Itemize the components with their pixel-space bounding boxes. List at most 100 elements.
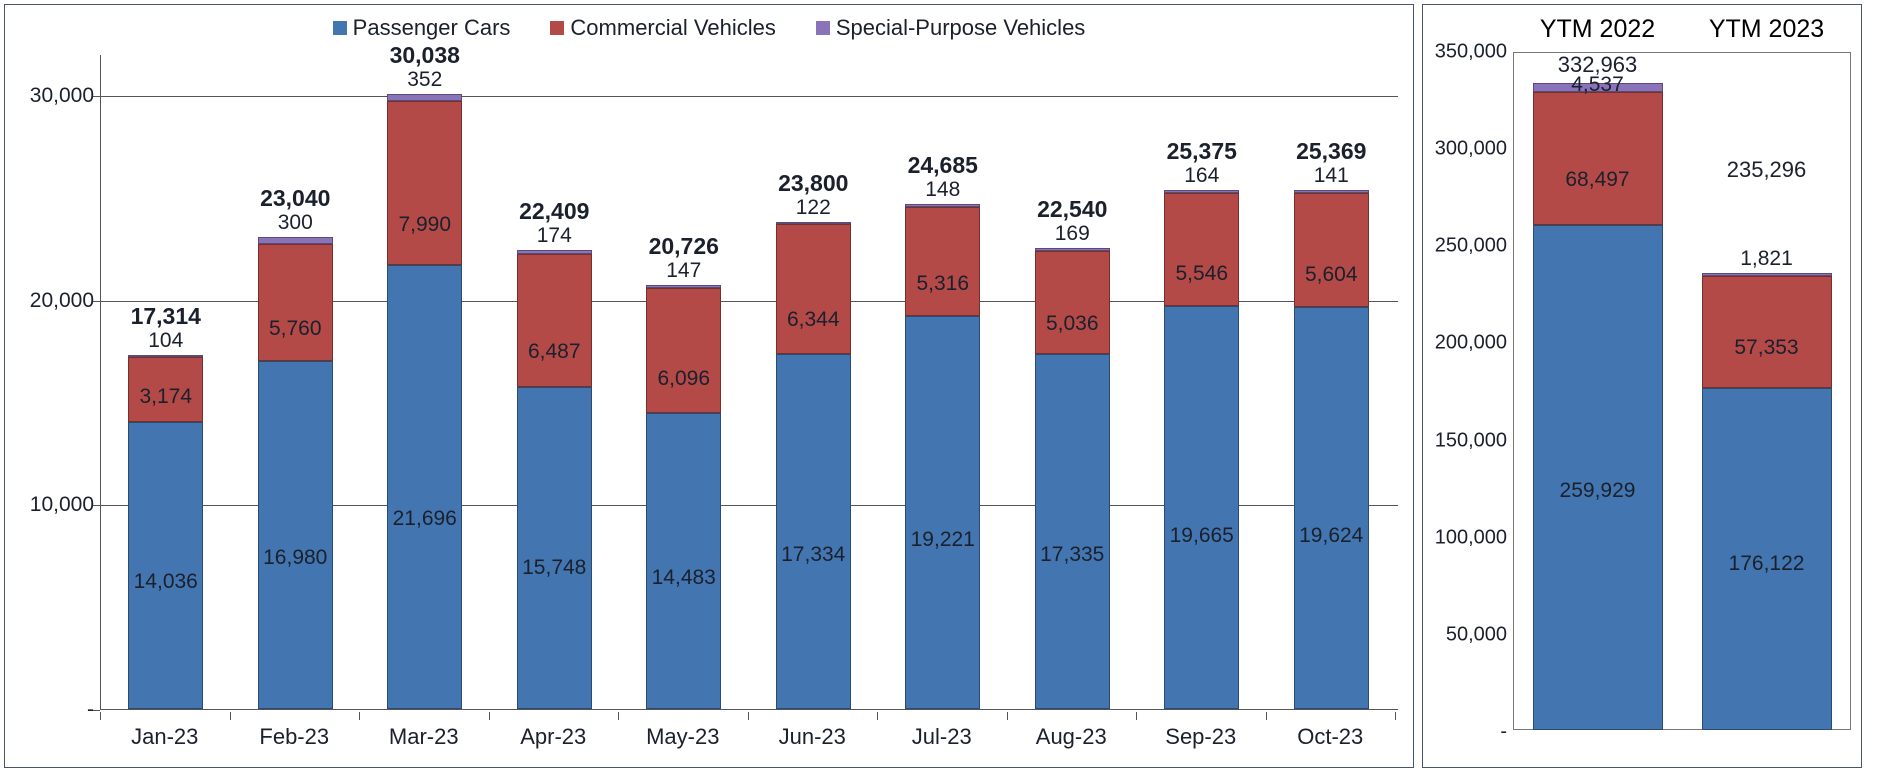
legend-item-special: Special-Purpose Vehicles <box>816 15 1085 41</box>
xaxis-category-label: May-23 <box>646 724 719 750</box>
bar-Apr-23 <box>517 250 592 709</box>
ytm-ytick-label: 200,000 <box>1435 332 1507 355</box>
total-label: 30,038 <box>370 42 480 69</box>
total-label: 23,800 <box>758 170 868 197</box>
xaxis-category-label: Jun-23 <box>779 724 846 750</box>
ytm-header-label: YTM 2023 <box>1709 15 1824 44</box>
total-label: 22,409 <box>499 198 609 225</box>
bar-Mar-23 <box>387 94 462 709</box>
xaxis-category-label: Jul-23 <box>912 724 972 750</box>
special-value-label: 300 <box>255 211 335 235</box>
bar-Feb-23 <box>258 237 333 709</box>
ytm-total-label: 235,296 <box>1707 157 1827 183</box>
legend-label-passenger: Passenger Cars <box>353 15 511 41</box>
ytm-ytick-label: 300,000 <box>1435 138 1507 161</box>
passenger-value-label: 14,483 <box>634 566 734 590</box>
commercial-value-label: 6,487 <box>509 340 599 364</box>
ytm-special-value-label: 4,537 <box>1548 73 1648 97</box>
ytick-label: 20,000 <box>30 289 94 313</box>
legend-item-commercial: Commercial Vehicles <box>550 15 775 41</box>
bar-seg-commercial <box>1164 193 1239 307</box>
ytm-commercial-value-label: 57,353 <box>1717 336 1817 360</box>
special-value-label: 141 <box>1291 164 1371 188</box>
legend: Passenger Cars Commercial Vehicles Speci… <box>20 15 1398 41</box>
ytm-special-value-label: 1,821 <box>1717 247 1817 271</box>
ytm-ytick-label: 250,000 <box>1435 235 1507 258</box>
special-value-label: 174 <box>514 224 594 248</box>
total-label: 17,314 <box>111 303 221 330</box>
commercial-value-label: 5,760 <box>250 317 340 341</box>
bar-seg-passenger <box>387 265 462 709</box>
ytm-header-label: YTM 2022 <box>1540 15 1655 44</box>
ytm-passenger-value-label: 259,929 <box>1543 479 1653 503</box>
legend-label-special: Special-Purpose Vehicles <box>836 15 1085 41</box>
ytm-plot-area: 332,9634,53768,497259,929235,2961,82157,… <box>1513 52 1851 730</box>
xaxis-category-label: Jan-23 <box>131 724 198 750</box>
xaxis-category-label: Mar-23 <box>389 724 459 750</box>
passenger-value-label: 19,221 <box>893 528 993 552</box>
commercial-value-label: 6,344 <box>768 308 858 332</box>
commercial-value-label: 3,174 <box>121 385 211 409</box>
bar-seg-passenger <box>1164 306 1239 709</box>
special-value-label: 169 <box>1032 222 1112 246</box>
special-value-label: 122 <box>773 196 853 220</box>
ytick-label: - <box>87 698 94 722</box>
bar-seg-passenger <box>258 361 333 709</box>
special-value-label: 147 <box>644 259 724 283</box>
legend-swatch-special <box>816 21 830 35</box>
bar-seg-commercial <box>1035 251 1110 354</box>
passenger-value-label: 19,624 <box>1281 524 1381 548</box>
ytm-commercial-value-label: 68,497 <box>1548 168 1648 192</box>
ytm-passenger-value-label: 176,122 <box>1712 552 1822 576</box>
bar-seg-passenger <box>1533 225 1663 730</box>
ytm-ytick-label: 100,000 <box>1435 526 1507 549</box>
total-label: 25,369 <box>1276 138 1386 165</box>
bar-seg-passenger <box>646 413 721 709</box>
xaxis-category-label: Oct-23 <box>1297 724 1363 750</box>
bar-seg-commercial <box>905 207 980 316</box>
bar-seg-passenger <box>905 316 980 709</box>
commercial-value-label: 5,546 <box>1157 262 1247 286</box>
bar-seg-commercial <box>387 101 462 265</box>
bar-seg-special <box>387 94 462 101</box>
legend-item-passenger: Passenger Cars <box>333 15 511 41</box>
bar-seg-commercial <box>1702 276 1832 387</box>
ytick-label: 30,000 <box>30 84 94 108</box>
bar-seg-passenger <box>1294 307 1369 709</box>
passenger-value-label: 14,036 <box>116 570 216 594</box>
bar-seg-passenger <box>128 422 203 709</box>
ytick-label: 10,000 <box>30 493 94 517</box>
total-label: 24,685 <box>888 152 998 179</box>
special-value-label: 164 <box>1162 164 1242 188</box>
commercial-value-label: 7,990 <box>380 213 470 237</box>
ytm-ytick-label: 50,000 <box>1446 623 1507 646</box>
commercial-value-label: 6,096 <box>639 367 729 391</box>
xaxis-category-label: Apr-23 <box>520 724 586 750</box>
ytm-chart-panel: YTM 2022YTM 2023 -50,000100,000150,00020… <box>1422 4 1862 768</box>
bar-seg-passenger <box>517 387 592 709</box>
monthly-chart: - 10,000 20,000 30,000 17,314104 3,174 14,036… <box>15 55 1403 762</box>
legend-label-commercial: Commercial Vehicles <box>570 15 775 41</box>
passenger-value-label: 16,980 <box>245 546 345 570</box>
commercial-value-label: 5,036 <box>1027 312 1117 336</box>
commercial-value-label: 5,316 <box>898 272 988 296</box>
special-value-label: 352 <box>385 68 465 92</box>
bar-seg-passenger <box>1035 354 1110 709</box>
monthly-chart-panel: Passenger Cars Commercial Vehicles Speci… <box>4 4 1414 768</box>
bar-seg-passenger <box>776 354 851 709</box>
passenger-value-label: 21,696 <box>375 507 475 531</box>
xaxis-category-label: Sep-23 <box>1165 724 1236 750</box>
legend-swatch-commercial <box>550 21 564 35</box>
special-value-label: 148 <box>903 178 983 202</box>
passenger-value-label: 15,748 <box>504 556 604 580</box>
ytm-chart: YTM 2022YTM 2023 -50,000100,000150,00020… <box>1431 10 1853 762</box>
passenger-value-label: 17,335 <box>1022 543 1122 567</box>
commercial-value-label: 5,604 <box>1286 263 1376 287</box>
xaxis-category-label: Aug-23 <box>1036 724 1107 750</box>
bar-Jun-23 <box>776 222 851 709</box>
bar-seg-commercial <box>646 288 721 413</box>
bar-seg-commercial <box>258 244 333 362</box>
special-value-label: 104 <box>126 329 206 353</box>
total-label: 22,540 <box>1017 196 1127 223</box>
total-label: 20,726 <box>629 233 739 260</box>
